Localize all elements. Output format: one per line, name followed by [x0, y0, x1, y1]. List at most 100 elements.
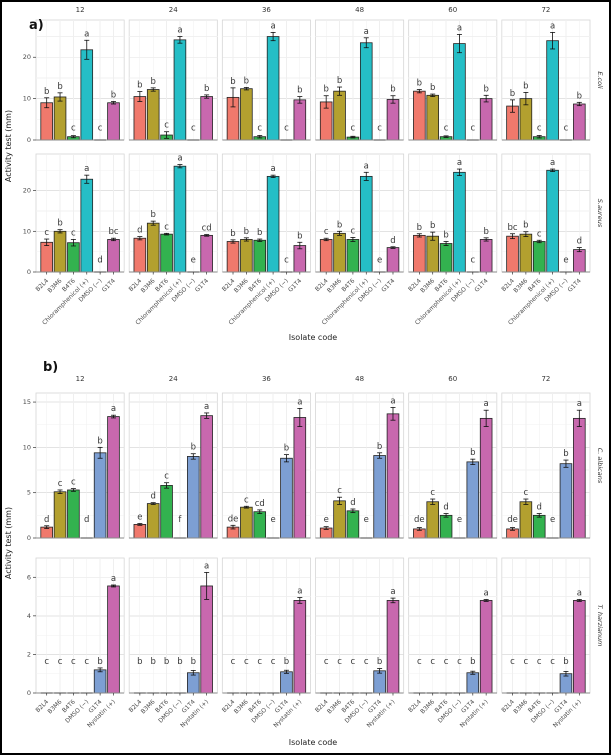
bar-B4T6: [160, 233, 173, 273]
bar-Nystatin (+): [293, 417, 307, 539]
error-bar: [230, 87, 236, 108]
bar-B3M6: [519, 501, 533, 539]
error-bar: [510, 527, 516, 531]
bar-Nystatin (+): [573, 417, 586, 539]
significance-letter: cd: [255, 499, 265, 509]
error-bar: [164, 131, 170, 139]
error-bar: [110, 237, 116, 242]
facet-panel: dbc a e cd: [128, 154, 218, 273]
error-bar: [70, 488, 76, 492]
facet-row-label: T. harzianum: [596, 605, 604, 647]
bar-B3M6: [240, 88, 253, 141]
significance-letter: e: [137, 513, 142, 523]
significance-letter: c: [284, 256, 289, 266]
error-bar: [257, 509, 263, 514]
bar-B2L4: [413, 234, 426, 273]
bar-B4T6: [346, 510, 360, 539]
error-bar: [470, 458, 476, 465]
significance-letter: b: [97, 436, 102, 446]
significance-letter: a: [550, 158, 555, 168]
significance-letter: b: [284, 657, 289, 667]
y-tick-label: 10: [23, 443, 31, 451]
error-bar: [350, 508, 356, 514]
error-bar: [230, 239, 236, 244]
bar-B3M6: [333, 500, 346, 539]
error-bar: [204, 94, 210, 99]
error-bar: [563, 670, 569, 677]
facet-col-label: 48: [355, 375, 364, 383]
significance-letter: b: [377, 442, 382, 452]
significance-letter: c: [257, 124, 262, 134]
error-bar: [337, 230, 343, 236]
x-tick-label: B3M6: [233, 698, 250, 715]
error-bar: [297, 597, 303, 604]
significance-letter: c: [510, 657, 515, 667]
significance-letter: a: [457, 158, 462, 168]
significance-letter: a: [111, 574, 116, 584]
y-tick-label: 20: [23, 187, 31, 195]
error-bar: [84, 174, 90, 184]
significance-letter: c: [284, 124, 289, 134]
error-bar: [443, 135, 449, 138]
facet-panel: c c c c ba: [315, 557, 405, 694]
significance-letter: c: [377, 124, 382, 134]
x-tick-label: B3M6: [419, 698, 436, 715]
significance-letter: c: [537, 229, 542, 239]
error-bar: [243, 505, 249, 509]
significance-letter: e: [457, 515, 462, 525]
error-bar: [523, 231, 529, 238]
error-bar: [57, 92, 63, 102]
error-bar: [443, 513, 449, 518]
error-bar: [110, 101, 116, 105]
error-bar: [443, 241, 449, 246]
significance-letter: d: [137, 226, 142, 236]
significance-letter: c: [191, 124, 196, 134]
x-tick-label: B3M6: [326, 277, 343, 294]
error-bar: [416, 233, 422, 238]
bar-G1T4: [93, 669, 107, 694]
error-bar: [177, 164, 183, 169]
significance-letter: c: [244, 495, 249, 505]
significance-letter: d: [577, 237, 582, 247]
significance-letter: f: [178, 515, 182, 525]
significance-letter: e: [324, 515, 329, 525]
significance-letter: a: [297, 587, 302, 597]
bar-Chloramphenicol (+): [173, 39, 187, 141]
error-bar: [550, 32, 556, 50]
bar-B3M6: [53, 96, 67, 141]
error-bar: [363, 37, 369, 49]
significance-letter: a: [270, 164, 275, 174]
error-bar: [470, 670, 476, 675]
significance-letter: d: [443, 503, 448, 513]
error-bar: [430, 93, 436, 97]
y-tick-label: 0: [27, 689, 31, 697]
significance-letter: b: [151, 77, 156, 87]
error-bar: [297, 408, 303, 427]
bar-B3M6: [146, 222, 160, 273]
error-bar: [350, 135, 356, 139]
significance-letter: bc: [108, 227, 118, 237]
bar-Chloramphenicol (+): [546, 169, 559, 273]
error-bar: [523, 498, 529, 505]
significance-letter: a: [177, 26, 182, 36]
bar-B4T6: [532, 241, 546, 273]
error-bar: [523, 92, 529, 106]
significance-letter: d: [84, 515, 89, 525]
significance-letter: c: [337, 486, 342, 496]
error-bar: [137, 91, 143, 102]
bar-B4T6: [253, 511, 267, 539]
error-bar: [204, 234, 210, 237]
bar-Nystatin (+): [573, 600, 586, 694]
bar-Chloramphenicol (+): [359, 42, 373, 141]
bar-G1T4: [373, 455, 386, 539]
bar-B2L4: [506, 235, 519, 273]
facet-col-label: 36: [262, 375, 271, 383]
error-bar: [390, 407, 396, 421]
significance-letter: a: [484, 399, 489, 409]
error-bar: [164, 482, 170, 489]
